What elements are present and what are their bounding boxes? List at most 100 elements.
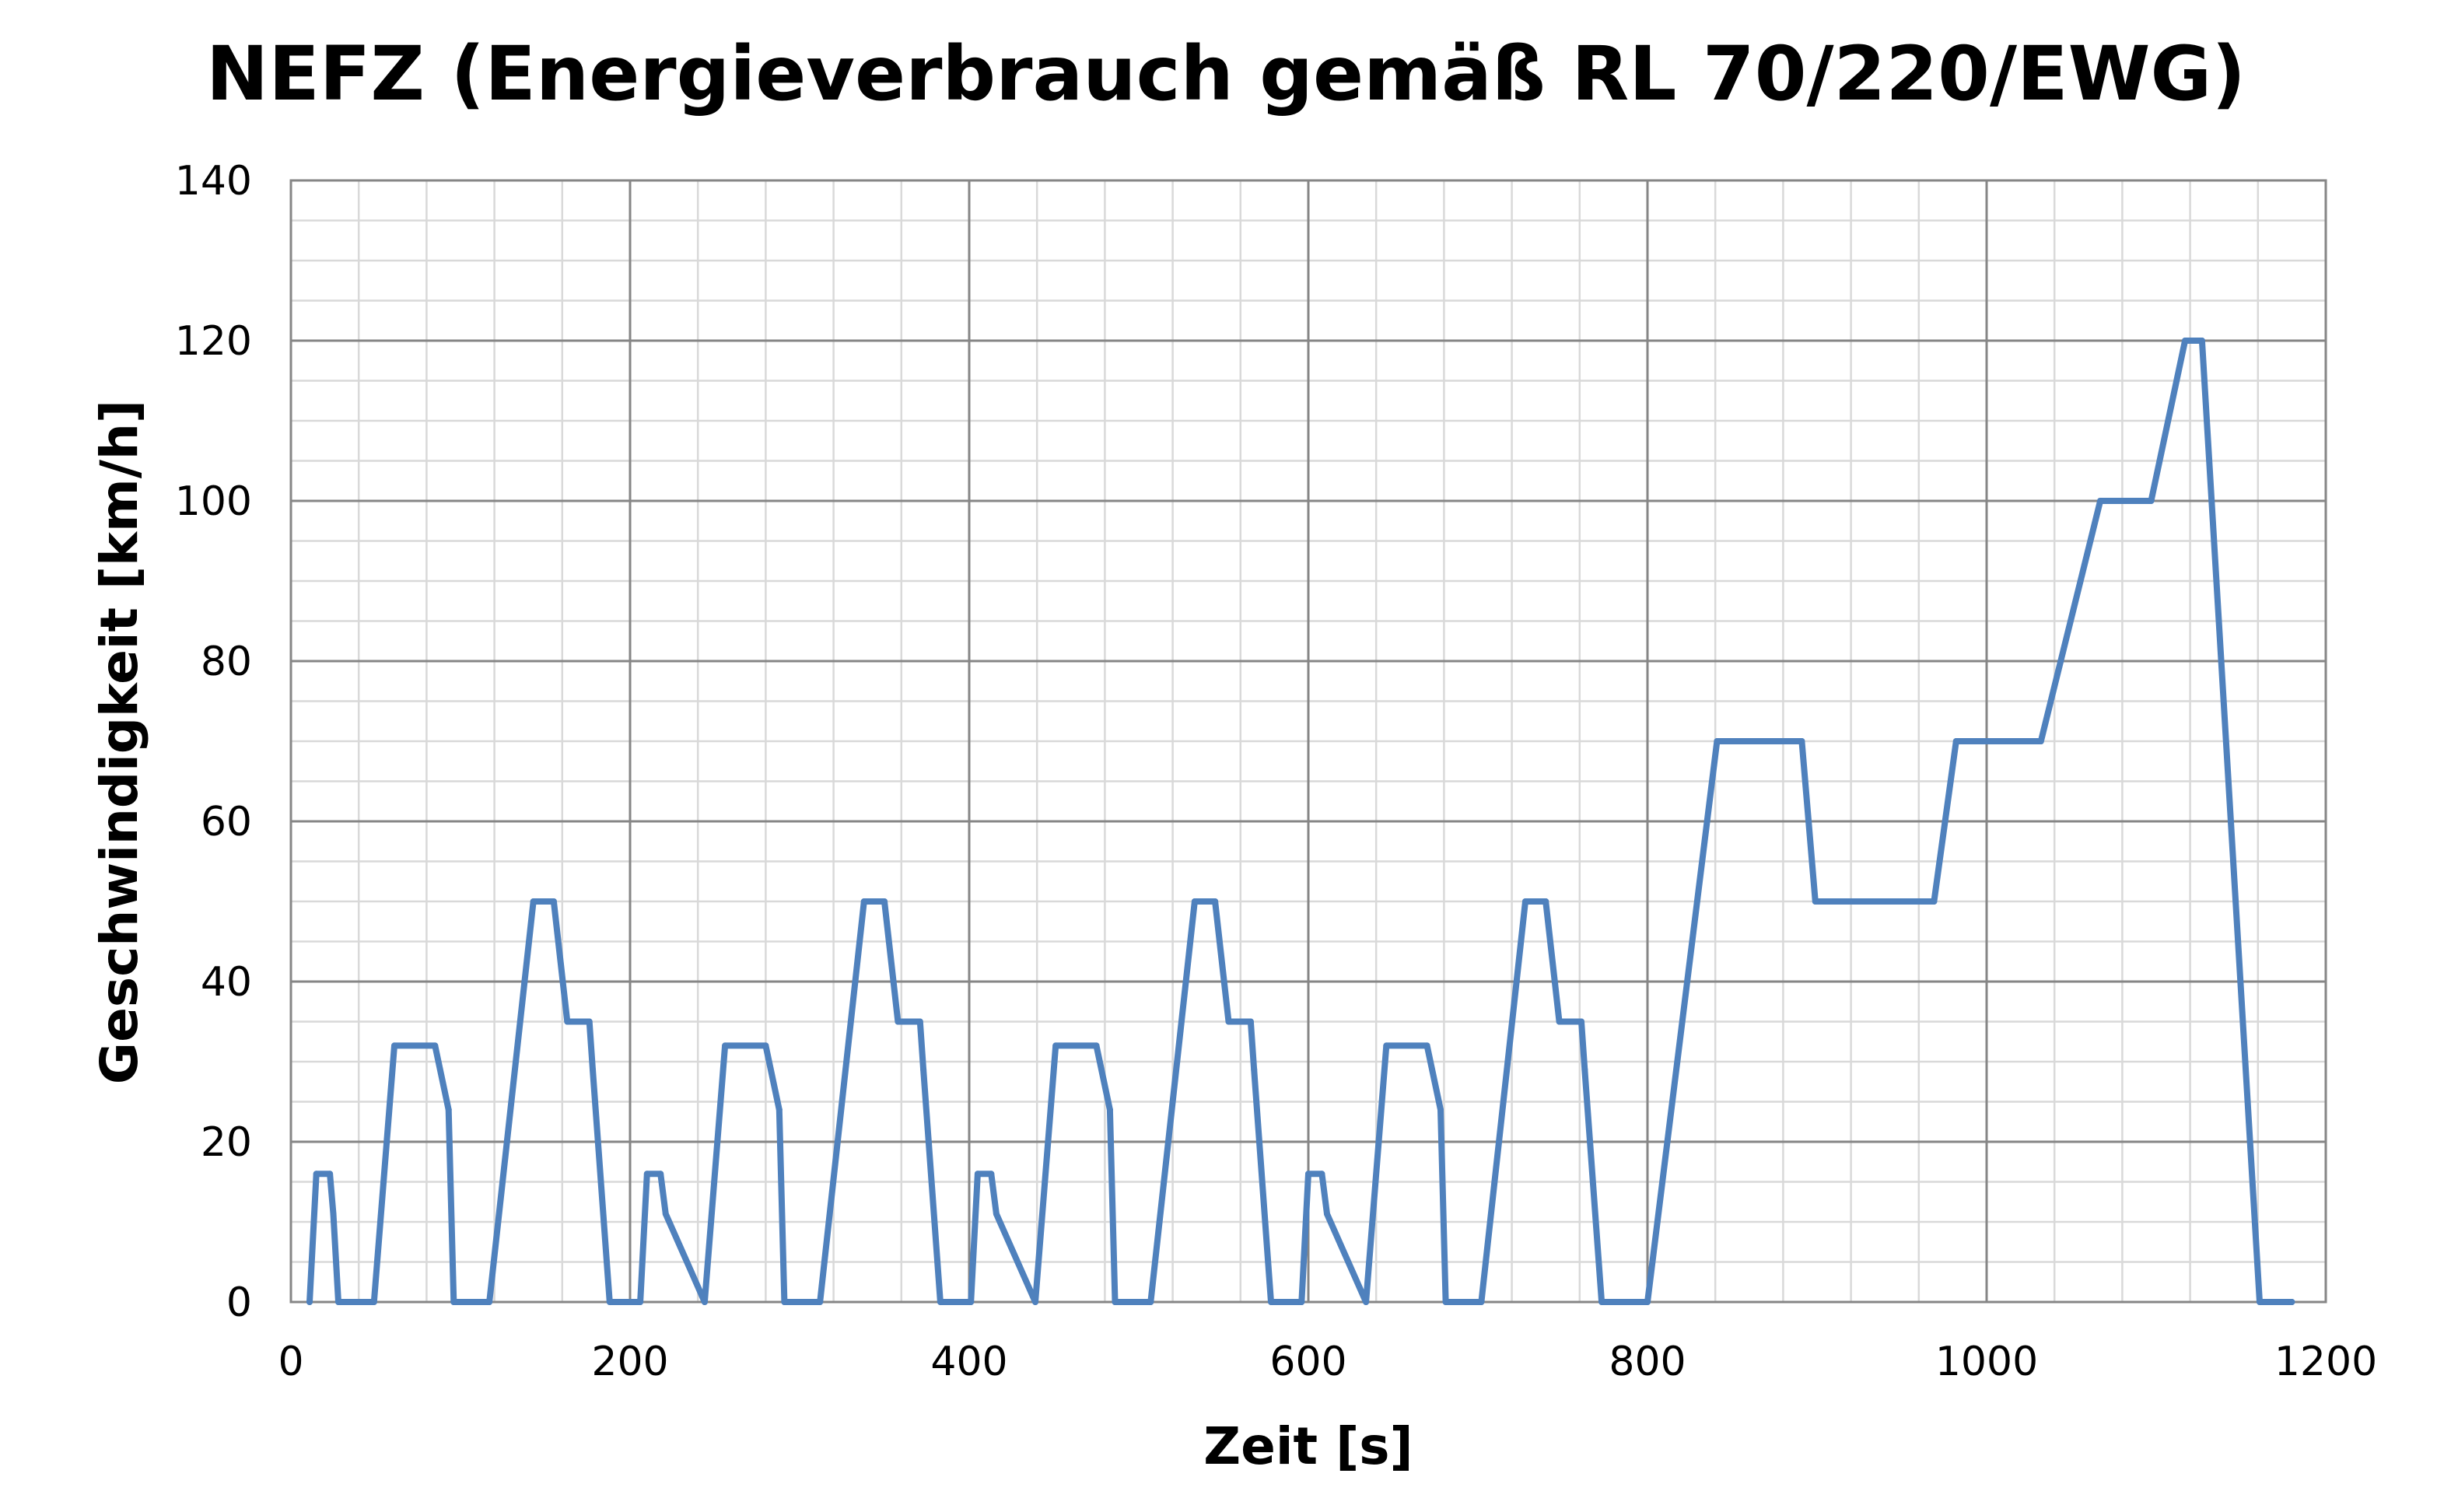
x-tick-label: 1000 bbox=[1935, 1339, 2038, 1385]
data-point bbox=[1598, 1299, 1605, 1305]
data-point bbox=[1318, 1171, 1325, 1178]
data-point bbox=[1112, 1299, 1119, 1305]
data-point bbox=[564, 1018, 571, 1025]
data-point bbox=[1363, 1299, 1370, 1305]
data-point bbox=[390, 1042, 397, 1049]
data-point bbox=[2182, 338, 2189, 344]
y-tick-label: 40 bbox=[201, 959, 252, 1006]
data-point bbox=[1093, 1042, 1100, 1049]
data-point bbox=[1952, 738, 1959, 744]
data-point bbox=[974, 1171, 981, 1178]
data-point bbox=[968, 1299, 975, 1305]
data-point bbox=[306, 1299, 313, 1305]
y-tick-label: 100 bbox=[175, 478, 252, 525]
data-point bbox=[1268, 1299, 1275, 1305]
data-point bbox=[920, 1066, 927, 1073]
y-axis-tick-labels: 0 20 40 60 80 100 120 140 bbox=[175, 158, 252, 1326]
data-point bbox=[701, 1299, 708, 1305]
y-tick-label: 80 bbox=[201, 639, 252, 685]
data-point bbox=[1147, 1299, 1154, 1305]
x-tick-label: 400 bbox=[930, 1339, 1007, 1385]
chart-title: NEFZ (Energieverbrauch gemäß RL 70/220/E… bbox=[206, 30, 2246, 117]
x-tick-label: 200 bbox=[591, 1339, 668, 1385]
data-point bbox=[1052, 1042, 1059, 1049]
y-axis-label: Geschwindigkeit [km/h] bbox=[89, 400, 149, 1084]
data-point bbox=[1798, 738, 1805, 744]
data-point bbox=[762, 1042, 769, 1049]
data-point bbox=[781, 1299, 788, 1305]
data-point bbox=[1644, 1299, 1651, 1305]
data-point bbox=[662, 1210, 669, 1217]
data-point bbox=[450, 1299, 457, 1305]
data-point bbox=[432, 1042, 439, 1049]
data-point bbox=[657, 1171, 664, 1178]
data-point bbox=[993, 1210, 1000, 1217]
data-point bbox=[327, 1171, 334, 1178]
data-point bbox=[1032, 1299, 1039, 1305]
x-tick-label: 800 bbox=[1609, 1339, 1686, 1385]
data-point bbox=[1298, 1299, 1305, 1305]
data-point bbox=[1556, 1018, 1563, 1025]
data-point bbox=[2256, 1299, 2263, 1305]
data-point bbox=[1542, 898, 1549, 905]
data-point bbox=[1247, 1018, 1254, 1025]
data-point bbox=[916, 1018, 923, 1025]
data-point bbox=[1577, 1018, 1584, 1025]
x-tick-label: 0 bbox=[278, 1339, 303, 1385]
data-point bbox=[1191, 898, 1198, 905]
data-point bbox=[486, 1299, 493, 1305]
y-tick-label: 20 bbox=[201, 1119, 252, 1166]
data-point bbox=[590, 1066, 597, 1073]
data-point bbox=[2097, 498, 2104, 504]
data-point bbox=[1106, 1106, 1113, 1113]
x-axis-tick-labels: 0 200 400 600 800 1000 1200 bbox=[278, 1339, 2377, 1385]
data-point bbox=[1522, 898, 1529, 905]
data-point bbox=[722, 1042, 729, 1049]
data-point bbox=[445, 1106, 452, 1113]
data-point bbox=[2037, 738, 2044, 744]
data-point bbox=[1323, 1210, 1330, 1217]
data-point bbox=[860, 898, 867, 905]
data-point bbox=[637, 1299, 644, 1305]
data-point bbox=[1437, 1106, 1444, 1113]
data-point bbox=[2198, 338, 2205, 344]
data-point bbox=[1714, 738, 1721, 744]
data-point bbox=[1225, 1018, 1232, 1025]
x-tick-label: 600 bbox=[1269, 1339, 1346, 1385]
data-point bbox=[881, 898, 888, 905]
data-point bbox=[313, 1171, 320, 1178]
data-point bbox=[937, 1299, 944, 1305]
data-point bbox=[1931, 898, 1938, 905]
y-tick-label: 60 bbox=[201, 799, 252, 845]
data-point bbox=[530, 898, 537, 905]
data-point bbox=[586, 1018, 593, 1025]
data-point bbox=[330, 1210, 337, 1217]
y-tick-label: 0 bbox=[226, 1279, 252, 1326]
data-point bbox=[370, 1299, 377, 1305]
y-tick-label: 120 bbox=[175, 318, 252, 365]
data-point bbox=[618, 1299, 625, 1305]
data-point bbox=[550, 898, 557, 905]
series-layer bbox=[306, 338, 2295, 1305]
data-point bbox=[988, 1171, 995, 1178]
data-point bbox=[1305, 1171, 1311, 1178]
data-point bbox=[2148, 498, 2155, 504]
data-point bbox=[606, 1299, 613, 1305]
plot-area-frame bbox=[289, 179, 2327, 1304]
data-point bbox=[2288, 1299, 2295, 1305]
data-point bbox=[1423, 1042, 1430, 1049]
data-point bbox=[776, 1106, 783, 1113]
data-point bbox=[817, 1299, 824, 1305]
data-point bbox=[1442, 1299, 1449, 1305]
data-point bbox=[643, 1171, 650, 1178]
y-tick-label: 140 bbox=[175, 158, 252, 205]
data-point bbox=[1212, 898, 1219, 905]
x-tick-label: 1200 bbox=[2274, 1339, 2377, 1385]
data-point bbox=[1251, 1066, 1258, 1073]
data-point bbox=[1383, 1042, 1390, 1049]
data-point bbox=[1812, 898, 1819, 905]
data-point bbox=[895, 1018, 902, 1025]
data-point bbox=[1581, 1066, 1588, 1073]
